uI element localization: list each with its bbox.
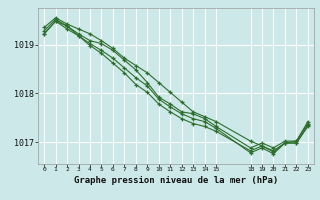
X-axis label: Graphe pression niveau de la mer (hPa): Graphe pression niveau de la mer (hPa) xyxy=(74,176,278,185)
